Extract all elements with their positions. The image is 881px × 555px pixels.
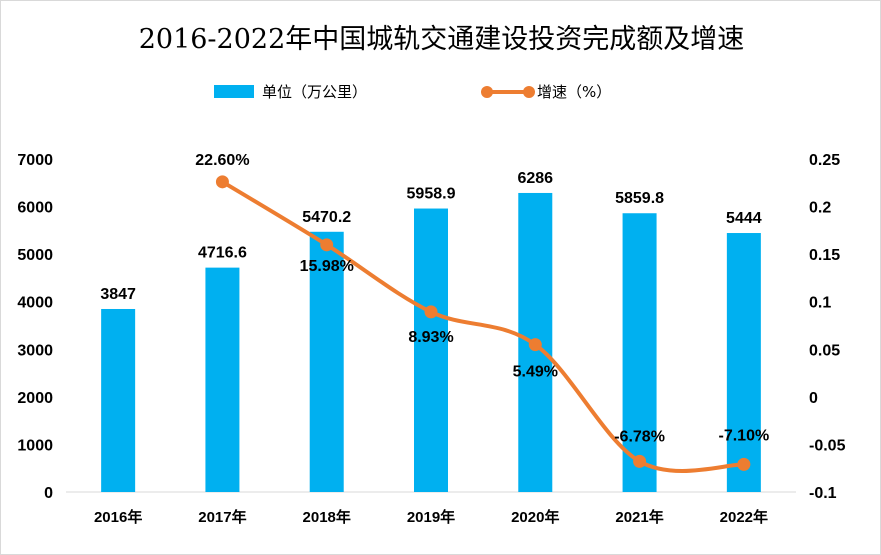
y-right-tick-label: -0.1: [809, 485, 837, 502]
line-point: [528, 338, 542, 352]
legend-label-bar: 单位（万公里）: [262, 83, 368, 101]
bar-data-label: 4716.6: [198, 245, 247, 262]
bar: [101, 308, 136, 492]
y-left-tick-label: 0: [44, 485, 53, 502]
legend-swatch-line: [481, 85, 535, 98]
bar-data-label: 5958.9: [407, 186, 456, 203]
line-point: [215, 175, 229, 189]
line-data-label: 15.98%: [300, 258, 354, 275]
line-point: [737, 457, 751, 471]
y-left-tick-label: 4000: [17, 295, 53, 312]
line-point: [424, 305, 438, 319]
y-left-tick-label: 7000: [17, 152, 53, 169]
legend-item-bars: 单位（万公里）: [214, 81, 367, 102]
y-left-tick-label: 2000: [17, 390, 53, 407]
line-data-label: -7.10%: [719, 427, 770, 444]
bar: [309, 231, 344, 492]
x-tick-label: 2019年: [407, 508, 455, 526]
y-right-tick-label: 0.25: [809, 152, 840, 169]
line-data-label: 8.93%: [408, 329, 453, 346]
y-right-tick-label: 0.1: [809, 295, 831, 312]
y-right-tick-label: -0.05: [809, 437, 846, 454]
x-tick-label: 2017年: [198, 508, 246, 526]
y-left-tick-label: 3000: [17, 342, 53, 359]
line-point: [633, 454, 647, 468]
x-tick-label: 2020年: [511, 508, 559, 526]
bar-data-label: 5859.8: [615, 190, 664, 207]
bar: [414, 208, 448, 492]
growth-line: [221, 180, 744, 473]
bar-data-label: 5470.2: [302, 209, 351, 226]
legend-label-line: 增速（%）: [537, 83, 612, 101]
y-left-tick-label: 1000: [17, 437, 53, 454]
y-right-tick-label: 0.15: [809, 247, 840, 264]
y-left-tick-label: 6000: [17, 200, 53, 217]
line-data-label: 22.60%: [195, 152, 249, 169]
line-data-label: -6.78%: [614, 428, 665, 445]
bar-data-label: 6286: [517, 170, 553, 187]
x-tick-label: 2016年: [94, 508, 142, 526]
bar: [205, 267, 240, 492]
x-tick-label: 2022年: [720, 508, 768, 526]
bar: [622, 213, 657, 492]
line-point: [320, 238, 334, 252]
bar-data-label: 3847: [100, 286, 136, 303]
bar: [726, 233, 761, 492]
y-right-tick-label: 0: [809, 390, 818, 407]
y-right-tick-label: 0.2: [809, 200, 831, 217]
chart-title: 2016-2022年中国城轨交通建设投资完成额及增速: [138, 24, 745, 55]
legend-swatch-bar: [214, 85, 254, 98]
legend-item-line: 增速（%）: [479, 81, 611, 102]
bar-data-label: 5444: [726, 210, 762, 227]
line-data-label: 5.49%: [513, 364, 558, 381]
y-left-tick-label: 5000: [17, 247, 53, 264]
x-tick-label: 2018年: [303, 508, 351, 526]
y-right-tick-label: 0.05: [809, 342, 840, 359]
x-tick-label: 2021年: [615, 508, 663, 526]
